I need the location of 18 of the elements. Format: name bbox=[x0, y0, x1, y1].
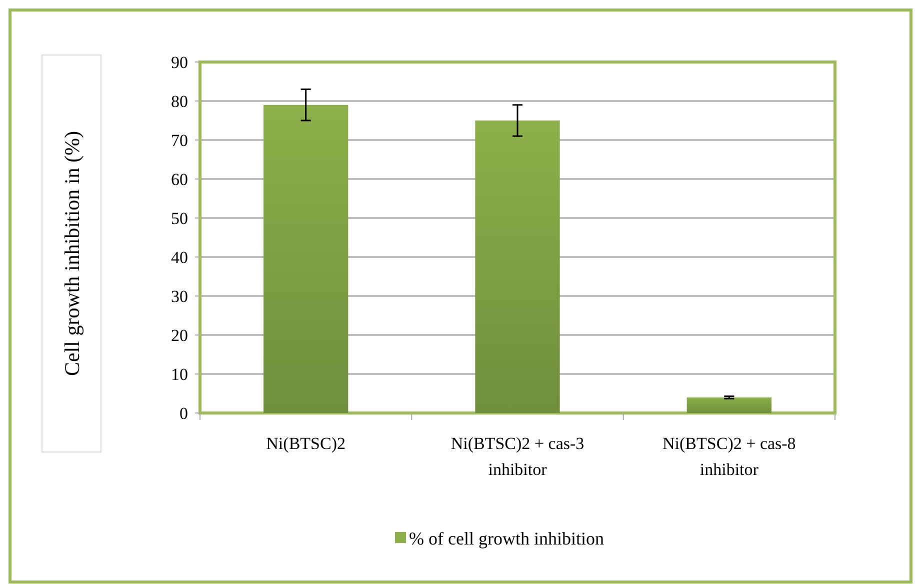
x-tick-label: Ni(BTSC)2 + cas-3 inhibitor bbox=[450, 434, 584, 479]
y-tick-label: 80 bbox=[171, 92, 188, 111]
y-tick-label: 50 bbox=[171, 208, 188, 228]
y-tick-label: 30 bbox=[171, 286, 188, 306]
x-tick-label: Ni(BTSC)2 bbox=[266, 434, 346, 453]
y-tick-label: 90 bbox=[171, 52, 188, 72]
y-tick-label: 10 bbox=[171, 364, 188, 384]
bar bbox=[475, 120, 560, 413]
y-tick-label: 0 bbox=[180, 404, 188, 423]
x-tick-label: Ni(BTSC)2 + cas-8 inhibitor bbox=[662, 434, 796, 479]
bar bbox=[264, 104, 348, 413]
y-tick-label: 60 bbox=[171, 170, 188, 189]
y-tick-label: 70 bbox=[171, 130, 188, 150]
legend-label: % of cell growth inhibition bbox=[409, 528, 604, 548]
y-axis-title: Cell growth inhibition in (%) bbox=[60, 131, 84, 376]
y-tick-label: 40 bbox=[171, 248, 188, 267]
bar bbox=[686, 397, 772, 413]
y-tick-label: 20 bbox=[171, 326, 188, 345]
